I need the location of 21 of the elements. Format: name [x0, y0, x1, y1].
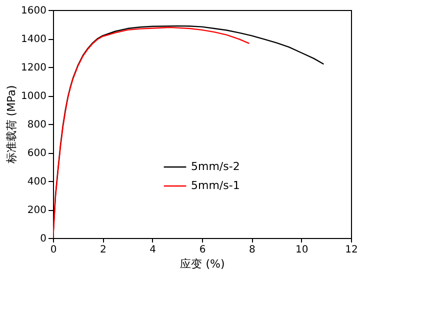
y-tick-label: 200	[27, 205, 46, 216]
y-tick-label: 1400	[21, 34, 46, 45]
x-tick-label: 2	[100, 244, 106, 256]
x-tick-label: 4	[150, 244, 156, 256]
y-tick-label: 1200	[21, 62, 46, 74]
x-tick-label: 12	[345, 244, 358, 256]
x-tick-label: 6	[199, 244, 206, 256]
legend-label: 5mm/s-2	[191, 160, 240, 173]
y-tick-label: 600	[27, 148, 46, 159]
x-tick-label: 0	[50, 244, 57, 256]
legend-label: 5mm/s-1	[191, 179, 240, 192]
x-tick-label: 8	[248, 244, 256, 256]
y-axis-title: 标准载荷 (MPa)	[5, 85, 18, 165]
y-tick-label: 1000	[21, 91, 46, 102]
y-tick-label: 400	[27, 176, 46, 188]
y-tick-label: 1600	[21, 6, 46, 16]
x-tick-label: 10	[295, 244, 308, 256]
y-tick-label: 0	[40, 234, 46, 244]
y-tick-label: 800	[27, 120, 46, 130]
x-axis-title: 应变 (%)	[180, 258, 225, 270]
line-series	[53, 26, 250, 238]
